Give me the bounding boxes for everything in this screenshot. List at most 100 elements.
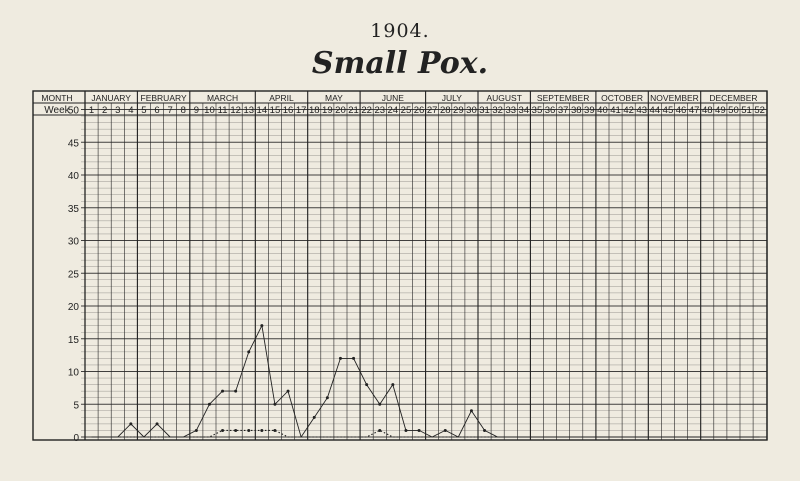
data-point bbox=[352, 356, 356, 360]
data-point bbox=[155, 422, 159, 426]
week-label: 23 bbox=[374, 105, 385, 116]
data-point bbox=[207, 402, 211, 406]
data-point bbox=[378, 428, 382, 432]
week-label: 21 bbox=[348, 105, 359, 116]
data-point bbox=[234, 428, 238, 432]
data-point bbox=[286, 389, 290, 393]
month-label: AUGUST bbox=[486, 93, 521, 103]
y-tick-label: 35 bbox=[68, 204, 80, 215]
week-label: 42 bbox=[623, 105, 634, 116]
week-label: 1 bbox=[89, 105, 94, 116]
week-row-label: Week bbox=[44, 105, 70, 116]
series-dotted-line bbox=[91, 429, 760, 438]
data-point bbox=[378, 402, 382, 406]
week-label: 52 bbox=[754, 105, 765, 116]
week-label: 13 bbox=[243, 105, 254, 116]
week-label: 37 bbox=[558, 105, 569, 116]
week-label: 3 bbox=[115, 105, 120, 116]
week-label: 35 bbox=[532, 105, 543, 116]
week-label: 5 bbox=[141, 105, 146, 116]
y-tick-label: 15 bbox=[68, 335, 80, 346]
data-point bbox=[260, 324, 264, 328]
month-label: MARCH bbox=[207, 93, 238, 103]
data-point bbox=[260, 428, 264, 432]
week-label: 43 bbox=[636, 105, 647, 116]
month-label: JANUARY bbox=[91, 93, 131, 103]
week-label: 41 bbox=[610, 105, 621, 116]
week-label: 38 bbox=[571, 105, 582, 116]
week-label: 24 bbox=[388, 105, 399, 116]
series-solid-line bbox=[91, 324, 760, 439]
chart-year: 1904. bbox=[370, 20, 430, 42]
week-label: 32 bbox=[492, 105, 503, 116]
month-label: SEPTEMBER bbox=[537, 93, 589, 103]
week-label: 51 bbox=[741, 105, 752, 116]
month-label: JUNE bbox=[382, 93, 405, 103]
week-label: 18 bbox=[309, 105, 320, 116]
data-point bbox=[129, 422, 133, 426]
data-point bbox=[469, 409, 473, 413]
y-tick-label: 50 bbox=[68, 106, 80, 117]
week-label: 36 bbox=[545, 105, 556, 116]
week-label: 25 bbox=[401, 105, 412, 116]
week-label: 27 bbox=[427, 105, 438, 116]
data-point bbox=[338, 356, 342, 360]
week-label: 16 bbox=[283, 105, 294, 116]
y-tick-label: 5 bbox=[73, 400, 79, 411]
data-point bbox=[247, 428, 251, 432]
data-point bbox=[247, 350, 251, 354]
week-label: 15 bbox=[270, 105, 281, 116]
y-tick-label: 0 bbox=[73, 433, 79, 444]
y-tick-label: 40 bbox=[68, 171, 80, 182]
y-tick-label: 30 bbox=[68, 237, 80, 248]
week-label: 10 bbox=[204, 105, 215, 116]
data-point bbox=[273, 402, 277, 406]
week-label: 48 bbox=[702, 105, 713, 116]
month-label: JULY bbox=[442, 93, 462, 103]
week-label: 46 bbox=[676, 105, 687, 116]
week-label: 40 bbox=[597, 105, 608, 116]
week-label: 29 bbox=[453, 105, 464, 116]
data-point bbox=[221, 389, 225, 393]
month-label: DECEMBER bbox=[709, 93, 757, 103]
week-label: 31 bbox=[479, 105, 490, 116]
week-label: 8 bbox=[181, 105, 186, 116]
data-point bbox=[404, 428, 408, 432]
grid-frame bbox=[32, 90, 768, 441]
y-tick-label: 45 bbox=[68, 138, 80, 149]
week-label: 28 bbox=[440, 105, 451, 116]
chart-title: Small Pox. bbox=[311, 46, 489, 81]
week-label: 7 bbox=[168, 105, 173, 116]
week-label: 19 bbox=[322, 105, 333, 116]
data-point bbox=[273, 428, 277, 432]
week-label: 20 bbox=[335, 105, 346, 116]
week-label: 39 bbox=[584, 105, 595, 116]
week-label: 9 bbox=[194, 105, 199, 116]
week-label: 47 bbox=[689, 105, 700, 116]
data-point bbox=[483, 428, 487, 432]
month-label: APRIL bbox=[269, 93, 294, 103]
month-label: NOVEMBER bbox=[650, 93, 699, 103]
y-tick-label: 25 bbox=[68, 269, 80, 280]
month-label: OCTOBER bbox=[601, 93, 643, 103]
week-label: 11 bbox=[218, 105, 228, 116]
week-label: 4 bbox=[128, 105, 133, 116]
week-label: 12 bbox=[230, 105, 241, 116]
data-point bbox=[391, 383, 395, 387]
data-point bbox=[194, 428, 198, 432]
week-label: 30 bbox=[466, 105, 477, 116]
data-point bbox=[443, 428, 447, 432]
data-point bbox=[221, 428, 225, 432]
week-label: 26 bbox=[414, 105, 425, 116]
week-label: 45 bbox=[663, 105, 674, 116]
data-point bbox=[234, 389, 238, 393]
y-tick-label: 20 bbox=[68, 302, 80, 313]
week-label: 6 bbox=[154, 105, 159, 116]
week-label: 17 bbox=[296, 105, 307, 116]
week-label: 50 bbox=[728, 105, 739, 116]
month-label: MAY bbox=[325, 93, 343, 103]
y-tick-label: 10 bbox=[68, 368, 80, 379]
week-label: 34 bbox=[519, 105, 530, 116]
week-label: 49 bbox=[715, 105, 726, 116]
